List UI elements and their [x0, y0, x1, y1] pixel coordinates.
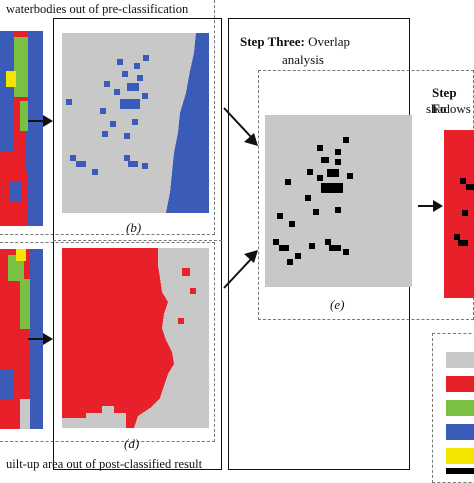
- legend-swatches: [446, 352, 474, 474]
- arrow-b-to-e: [223, 107, 258, 146]
- step-three-title: Step Three: Overlap: [240, 34, 351, 50]
- panel-label-e: (e): [330, 297, 345, 312]
- caption-bottom: uilt-up area out of post-classified resu…: [6, 457, 203, 471]
- step-four-line2: shadows: [426, 101, 471, 116]
- panel-b-waterbodies: [62, 33, 209, 213]
- step-three-line2: analysis: [282, 52, 324, 67]
- panel-d-builtup: [62, 248, 209, 428]
- panel-label-d: (d): [124, 436, 140, 451]
- frame-middle: [53, 18, 222, 470]
- panel-f-result: [444, 130, 474, 298]
- arrow-d-to-e: [223, 250, 258, 289]
- frame-bottom-left: [0, 242, 215, 442]
- panel-e-overlap: [265, 115, 412, 287]
- panel-label-b: (b): [126, 220, 142, 235]
- arrow-e-to-f: [418, 200, 443, 212]
- step-four-title: Step Fo: [432, 85, 457, 116]
- arrow-a-to-b: [28, 115, 53, 127]
- caption-top: waterbodies out of pre-classification: [6, 2, 189, 16]
- arrow-c-to-d: [28, 333, 53, 345]
- thumbnail-a: [0, 31, 43, 226]
- frame-top-left: [0, 0, 215, 235]
- step-three-bold: Step Three:: [240, 34, 305, 49]
- step-three-rest: Overlap: [304, 34, 351, 49]
- divider-middle: [53, 240, 222, 241]
